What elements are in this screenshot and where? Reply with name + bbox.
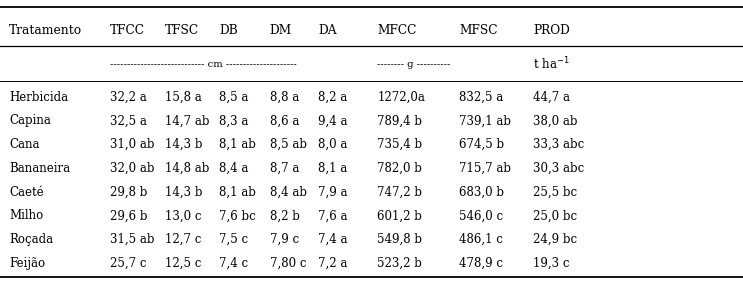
Text: 7,6 bc: 7,6 bc	[219, 209, 256, 223]
Text: 8,2 a: 8,2 a	[318, 91, 347, 104]
Text: MFCC: MFCC	[377, 23, 417, 37]
Text: 7,80 c: 7,80 c	[270, 257, 306, 270]
Text: Tratamento: Tratamento	[9, 23, 82, 37]
Text: ---------------------------- cm ---------------------: ---------------------------- cm --------…	[110, 60, 296, 69]
Text: 14,3 b: 14,3 b	[165, 186, 202, 199]
Text: 15,8 a: 15,8 a	[165, 91, 201, 104]
Text: 739,1 ab: 739,1 ab	[459, 114, 511, 128]
Text: 12,7 c: 12,7 c	[165, 233, 201, 246]
Text: TFCC: TFCC	[110, 23, 145, 37]
Text: 683,0 b: 683,0 b	[459, 186, 504, 199]
Text: Cana: Cana	[9, 138, 39, 151]
Text: PROD: PROD	[533, 23, 571, 37]
Text: TFSC: TFSC	[165, 23, 199, 37]
Text: MFSC: MFSC	[459, 23, 498, 37]
Text: Herbicida: Herbicida	[9, 91, 68, 104]
Text: 9,4 a: 9,4 a	[318, 114, 348, 128]
Text: t ha$^{-1}$: t ha$^{-1}$	[533, 56, 570, 73]
Text: 8,2 b: 8,2 b	[270, 209, 299, 223]
Text: -------- g ----------: -------- g ----------	[377, 60, 451, 69]
Text: 7,5 c: 7,5 c	[219, 233, 248, 246]
Text: 7,4 a: 7,4 a	[318, 233, 348, 246]
Text: 7,2 a: 7,2 a	[318, 257, 348, 270]
Text: 7,9 a: 7,9 a	[318, 186, 348, 199]
Text: 19,3 c: 19,3 c	[533, 257, 570, 270]
Text: 8,1 ab: 8,1 ab	[219, 138, 256, 151]
Text: Roçada: Roçada	[9, 233, 53, 246]
Text: 25,5 bc: 25,5 bc	[533, 186, 577, 199]
Text: 25,7 c: 25,7 c	[110, 257, 146, 270]
Text: Bananeira: Bananeira	[9, 162, 70, 175]
Text: 715,7 ab: 715,7 ab	[459, 162, 511, 175]
Text: DA: DA	[318, 23, 337, 37]
Text: 478,9 c: 478,9 c	[459, 257, 503, 270]
Text: 8,5 a: 8,5 a	[219, 91, 249, 104]
Text: 30,3 abc: 30,3 abc	[533, 162, 585, 175]
Text: 8,4 ab: 8,4 ab	[270, 186, 307, 199]
Text: 735,4 b: 735,4 b	[377, 138, 423, 151]
Text: 7,4 c: 7,4 c	[219, 257, 248, 270]
Text: 32,2 a: 32,2 a	[110, 91, 146, 104]
Text: 29,8 b: 29,8 b	[110, 186, 147, 199]
Text: 29,6 b: 29,6 b	[110, 209, 147, 223]
Text: 13,0 c: 13,0 c	[165, 209, 201, 223]
Text: Capina: Capina	[9, 114, 51, 128]
Text: 31,0 ab: 31,0 ab	[110, 138, 155, 151]
Text: 7,6 a: 7,6 a	[318, 209, 348, 223]
Text: 8,1 ab: 8,1 ab	[219, 186, 256, 199]
Text: DB: DB	[219, 23, 238, 37]
Text: DM: DM	[270, 23, 292, 37]
Text: 8,3 a: 8,3 a	[219, 114, 249, 128]
Text: Caeté: Caeté	[9, 186, 44, 199]
Text: 8,6 a: 8,6 a	[270, 114, 299, 128]
Text: 832,5 a: 832,5 a	[459, 91, 504, 104]
Text: 789,4 b: 789,4 b	[377, 114, 423, 128]
Text: 33,3 abc: 33,3 abc	[533, 138, 585, 151]
Text: 24,9 bc: 24,9 bc	[533, 233, 577, 246]
Text: 7,9 c: 7,9 c	[270, 233, 299, 246]
Text: 8,8 a: 8,8 a	[270, 91, 299, 104]
Text: 546,0 c: 546,0 c	[459, 209, 503, 223]
Text: 31,5 ab: 31,5 ab	[110, 233, 155, 246]
Text: 32,5 a: 32,5 a	[110, 114, 147, 128]
Text: 523,2 b: 523,2 b	[377, 257, 422, 270]
Text: 1272,0a: 1272,0a	[377, 91, 425, 104]
Text: 14,7 ab: 14,7 ab	[165, 114, 210, 128]
Text: Feijão: Feijão	[9, 257, 45, 270]
Text: 8,4 a: 8,4 a	[219, 162, 249, 175]
Text: 25,0 bc: 25,0 bc	[533, 209, 577, 223]
Text: 549,8 b: 549,8 b	[377, 233, 423, 246]
Text: 32,0 ab: 32,0 ab	[110, 162, 155, 175]
Text: 8,7 a: 8,7 a	[270, 162, 299, 175]
Text: 8,5 ab: 8,5 ab	[270, 138, 307, 151]
Text: 747,2 b: 747,2 b	[377, 186, 423, 199]
Text: 8,0 a: 8,0 a	[318, 138, 348, 151]
Text: 601,2 b: 601,2 b	[377, 209, 422, 223]
Text: 486,1 c: 486,1 c	[459, 233, 503, 246]
Text: 44,7 a: 44,7 a	[533, 91, 571, 104]
Text: 14,8 ab: 14,8 ab	[165, 162, 210, 175]
Text: 782,0 b: 782,0 b	[377, 162, 422, 175]
Text: Milho: Milho	[9, 209, 43, 223]
Text: 674,5 b: 674,5 b	[459, 138, 504, 151]
Text: 8,1 a: 8,1 a	[318, 162, 347, 175]
Text: 12,5 c: 12,5 c	[165, 257, 201, 270]
Text: 38,0 ab: 38,0 ab	[533, 114, 578, 128]
Text: 14,3 b: 14,3 b	[165, 138, 202, 151]
